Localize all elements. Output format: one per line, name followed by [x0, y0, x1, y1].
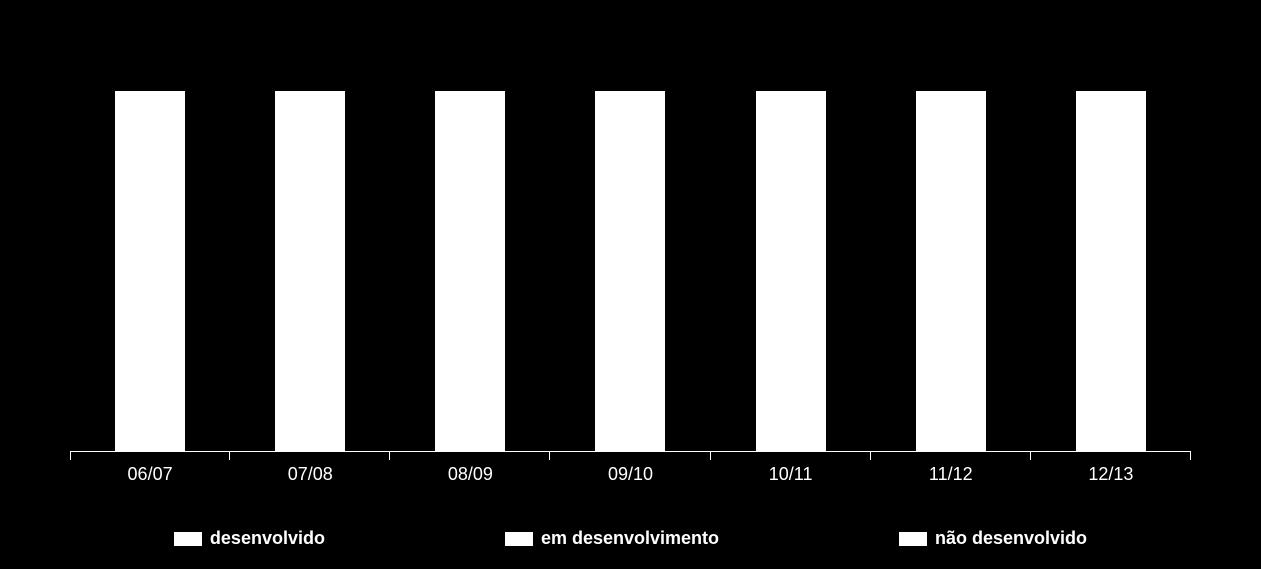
x-axis-labels: 06/07 07/08 08/09 09/10 10/11 11/12 12/1… [70, 452, 1191, 485]
bar [595, 91, 665, 451]
bar-group [230, 91, 390, 451]
bar-group [871, 91, 1031, 451]
legend-swatch-icon [174, 532, 202, 546]
bar [435, 91, 505, 451]
bar [275, 91, 345, 451]
chart-container: 06/07 07/08 08/09 09/10 10/11 11/12 12/1… [70, 92, 1191, 472]
x-axis-label: 12/13 [1031, 452, 1191, 485]
legend: desenvolvido em desenvolvimento não dese… [0, 528, 1261, 549]
x-axis-label: 07/08 [230, 452, 390, 485]
x-axis-label: 08/09 [390, 452, 550, 485]
x-axis-label: 06/07 [70, 452, 230, 485]
legend-item-desenvolvido: desenvolvido [174, 528, 325, 549]
bar [1076, 91, 1146, 451]
bar-group [1031, 91, 1191, 451]
legend-swatch-icon [899, 532, 927, 546]
legend-label: em desenvolvimento [541, 528, 719, 549]
bar [756, 91, 826, 451]
legend-label: não desenvolvido [935, 528, 1087, 549]
x-axis-label: 09/10 [550, 452, 710, 485]
bar-group [70, 91, 230, 451]
bar-group [390, 91, 550, 451]
x-axis-label: 11/12 [871, 452, 1031, 485]
legend-label: desenvolvido [210, 528, 325, 549]
bar-group [550, 91, 710, 451]
legend-item-nao-desenvolvido: não desenvolvido [899, 528, 1087, 549]
x-axis-label: 10/11 [711, 452, 871, 485]
plot-area [70, 92, 1191, 452]
legend-item-em-desenvolvimento: em desenvolvimento [505, 528, 719, 549]
bar-group [711, 91, 871, 451]
bar [115, 91, 185, 451]
legend-swatch-icon [505, 532, 533, 546]
bar [916, 91, 986, 451]
